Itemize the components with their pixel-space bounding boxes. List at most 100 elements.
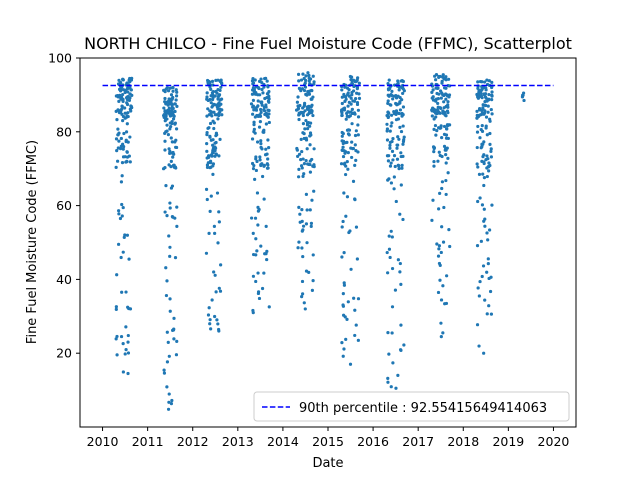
data-point xyxy=(212,110,216,114)
data-point xyxy=(441,73,445,77)
x-tick-label: 2017 xyxy=(402,434,434,449)
data-point xyxy=(396,102,400,106)
data-point xyxy=(214,140,218,145)
data-point xyxy=(446,136,450,141)
data-point xyxy=(165,214,169,218)
data-point xyxy=(482,140,486,144)
data-point xyxy=(173,256,178,260)
data-point xyxy=(175,339,179,343)
data-point xyxy=(479,91,483,95)
data-point xyxy=(206,161,210,165)
data-point xyxy=(306,107,310,112)
data-point xyxy=(486,238,490,242)
data-point xyxy=(389,385,393,389)
data-point xyxy=(482,351,486,355)
data-point xyxy=(438,191,442,195)
data-point xyxy=(302,132,306,136)
data-point xyxy=(218,107,222,111)
data-point xyxy=(218,289,223,293)
data-point xyxy=(171,85,175,90)
data-point xyxy=(476,124,480,129)
data-point xyxy=(256,291,261,296)
data-point xyxy=(301,224,306,228)
data-point xyxy=(123,155,127,159)
data-point xyxy=(437,244,442,248)
data-point xyxy=(342,92,346,97)
data-point xyxy=(114,305,118,309)
data-point xyxy=(444,86,448,90)
data-point xyxy=(434,99,438,103)
data-point xyxy=(341,145,345,149)
data-point xyxy=(390,89,394,93)
data-point xyxy=(487,304,491,308)
data-point xyxy=(447,228,451,232)
data-point xyxy=(303,109,307,113)
data-point xyxy=(396,258,400,262)
data-point xyxy=(485,231,489,235)
data-point xyxy=(401,113,405,117)
data-point xyxy=(305,113,310,117)
data-point xyxy=(173,216,177,220)
data-point xyxy=(300,208,304,212)
data-point xyxy=(357,92,361,96)
data-point xyxy=(216,103,220,107)
data-point xyxy=(349,267,353,271)
data-point xyxy=(437,150,441,154)
data-point xyxy=(344,117,348,121)
data-point xyxy=(296,72,301,76)
data-point xyxy=(253,131,257,135)
data-point xyxy=(354,129,358,133)
data-point xyxy=(305,241,309,245)
y-tick-label: 100 xyxy=(48,51,72,66)
data-point xyxy=(386,110,390,114)
data-point xyxy=(301,121,306,126)
data-point xyxy=(128,96,132,100)
data-point xyxy=(296,106,301,110)
data-point xyxy=(302,162,307,166)
data-point xyxy=(386,380,390,384)
data-point xyxy=(267,120,271,125)
data-point xyxy=(342,191,346,195)
data-point xyxy=(350,122,354,126)
data-point xyxy=(264,122,268,126)
data-point xyxy=(165,360,170,364)
data-point xyxy=(352,99,357,103)
data-point xyxy=(125,101,129,105)
data-point xyxy=(304,74,308,78)
data-point xyxy=(297,113,301,117)
data-point xyxy=(392,187,396,191)
data-point xyxy=(305,93,309,97)
data-point xyxy=(166,109,170,113)
data-point xyxy=(346,132,351,136)
data-point xyxy=(477,89,481,93)
data-point xyxy=(212,224,216,228)
data-point xyxy=(352,296,356,300)
data-point xyxy=(259,139,263,143)
data-point xyxy=(115,353,119,357)
data-point xyxy=(252,108,256,112)
data-point xyxy=(266,157,270,161)
data-point xyxy=(430,218,434,222)
data-point xyxy=(485,312,489,316)
data-point xyxy=(437,92,441,96)
data-point xyxy=(436,254,441,258)
data-point xyxy=(209,87,213,91)
chart-title: NORTH CHILCO - Fine Fuel Moisture Code (… xyxy=(84,34,572,53)
data-point xyxy=(438,126,442,130)
x-axis-ticks: 2010 2011 2012 2013 2014 2015 2016 2017 2018 2019… xyxy=(87,427,569,449)
data-point xyxy=(490,112,494,116)
data-point xyxy=(163,96,167,101)
data-point xyxy=(260,80,264,85)
data-point xyxy=(253,216,258,220)
data-point xyxy=(388,86,392,91)
data-point xyxy=(394,199,398,204)
data-point xyxy=(397,166,401,171)
data-point xyxy=(310,103,314,107)
data-point xyxy=(216,322,220,326)
data-point xyxy=(341,219,345,224)
data-point xyxy=(211,172,215,176)
data-point xyxy=(486,257,490,261)
data-point xyxy=(398,108,403,112)
data-point xyxy=(398,270,402,274)
